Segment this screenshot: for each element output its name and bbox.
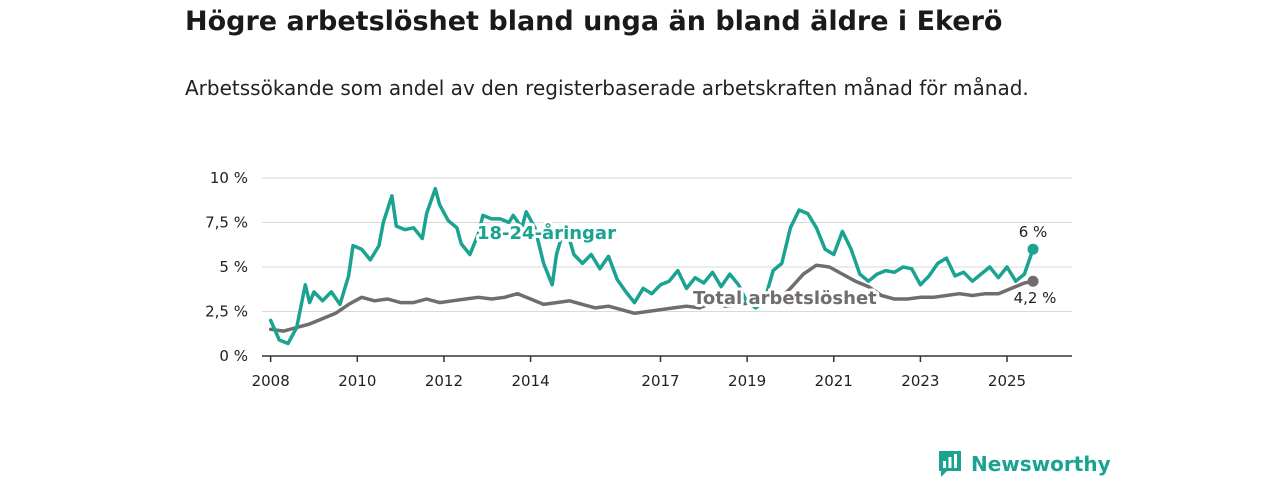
y-tick-label: 7,5 % — [205, 214, 248, 232]
y-tick-label: 5 % — [219, 258, 248, 276]
series-line — [268, 186, 1035, 346]
x-axis: 2008 2010 2012 2014 2017 2019 2021 2023 2025 — [252, 355, 1072, 390]
chart-subtitle: Arbetssökande som andel av den registerb… — [185, 76, 1029, 100]
y-tick-label: 0 % — [219, 347, 248, 365]
x-tick-label: 2019 — [728, 372, 766, 390]
bar-chart-logo-icon — [939, 451, 961, 477]
series-line — [268, 263, 1035, 333]
y-tick-label: 10 % — [210, 169, 248, 187]
end-point-marker — [1027, 275, 1039, 287]
series-name-label: 18-24-åringar — [477, 222, 616, 244]
series-lines — [268, 186, 1039, 346]
x-tick-label: 2025 — [988, 372, 1026, 390]
y-tick-label: 2,5 % — [205, 303, 248, 321]
x-tick-label: 2017 — [641, 372, 679, 390]
x-tick-label: 2014 — [511, 372, 549, 390]
end-value-label: 6 % — [1019, 223, 1048, 241]
series-name-label: Total arbetslöshet — [693, 288, 877, 309]
x-tick-label: 2012 — [425, 372, 463, 390]
end-value-label: 4,2 % — [1014, 289, 1057, 307]
brand-logo: Newsworthy — [937, 448, 1111, 480]
line-chart: 0 % 2,5 % 5 % 7,5 % 10 % 2008 2010 2012 2014 201… — [205, 169, 1072, 390]
x-tick-label: 2010 — [338, 372, 376, 390]
chart-title: Högre arbetslöshet bland unga än bland ä… — [185, 6, 1003, 37]
y-axis: 0 % 2,5 % 5 % 7,5 % 10 % — [205, 169, 248, 365]
end-point-marker — [1027, 243, 1039, 255]
x-tick-label: 2023 — [901, 372, 939, 390]
gridlines — [262, 177, 1072, 312]
brand-name: Newsworthy — [971, 452, 1111, 476]
series-labels: 18-24-åringar Total arbetslöshet 6 % 4,2 % — [474, 219, 1057, 312]
x-tick-label: 2008 — [252, 372, 290, 390]
x-tick-label: 2021 — [815, 372, 853, 390]
